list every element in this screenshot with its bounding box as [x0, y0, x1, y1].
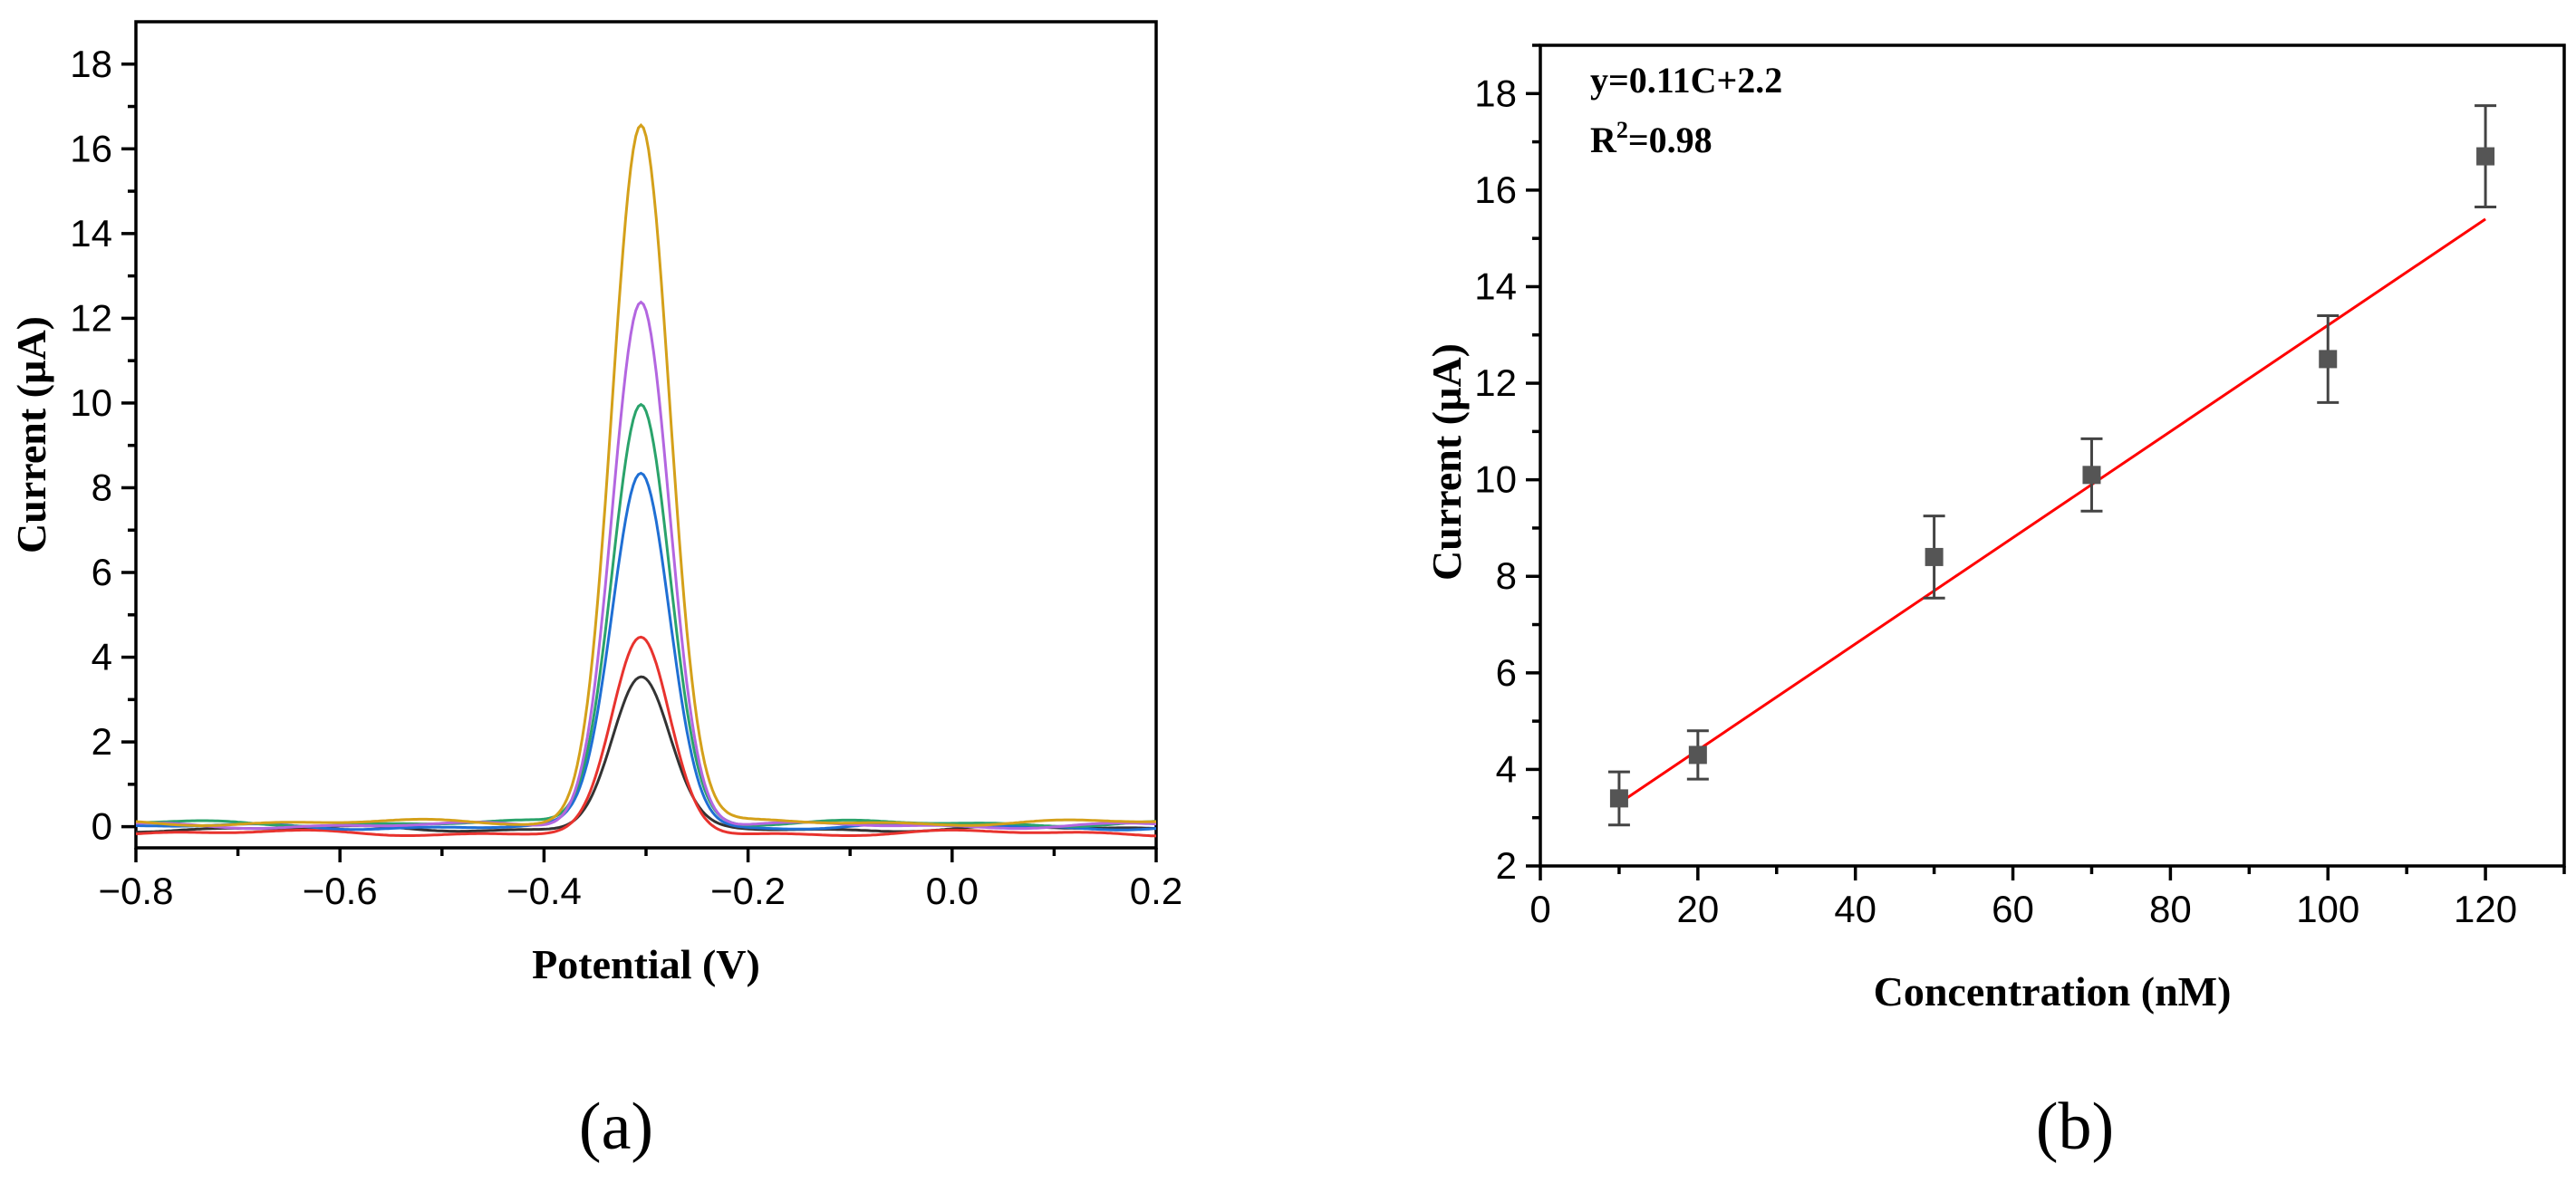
panel-b-x-tick-label: 40 [1834, 888, 1877, 930]
panel-b-y-axis-label: Current (µA) [1423, 343, 1470, 581]
panel-b-x-tick-label: 80 [2149, 888, 2192, 930]
panel-a-y-tick-label: 14 [70, 212, 112, 255]
panel-a-y-tick-label: 6 [92, 551, 112, 593]
panel-b-y-tick-label: 6 [1496, 651, 1517, 694]
panel-a-series-line [135, 122, 1156, 827]
panel-a-curves [135, 122, 1157, 838]
panel-b-x-tick-label: 120 [2454, 888, 2517, 930]
panel-a-x-tick-label: 0.2 [1130, 870, 1182, 912]
panel-b-x-axis-label: Concentration (nM) [1874, 968, 2232, 1015]
panel-b-x-tick-label: 60 [1992, 888, 2034, 930]
r-squared: R2=0.98 [1590, 117, 1713, 160]
panel-a-y-tick-label: 12 [70, 296, 112, 339]
panel-b-x-tick-label: 0 [1529, 888, 1550, 930]
panel-a-y-tick-label: 18 [70, 43, 112, 85]
panel-a-x-tick-label: −0.6 [303, 870, 378, 912]
panel-b-y-tick-label: 10 [1474, 458, 1517, 501]
panel-a-series-line [136, 402, 1157, 828]
panel-b-y-tick-label: 8 [1496, 554, 1517, 597]
panel-b-y-tick-label: 4 [1496, 747, 1517, 790]
panel-b-data-point [1688, 745, 1707, 765]
panel-a-x-axis-label: Potential (V) [532, 941, 760, 987]
panel-a-y-tick-label: 4 [92, 636, 112, 678]
panel-a-ticks: −0.8 −0.6 −0.4 −0.2 0.0 0.2 0 2 4 6 8 10 12 14 16 18 [70, 43, 1182, 912]
panel-a-x-tick-label: −0.8 [99, 870, 174, 912]
r-squared-value: =0.98 [1628, 120, 1713, 160]
panel-b-ticks: 0 20 40 60 80 100 120 2 4 6 8 10 12 14 16 18 [1474, 43, 2566, 930]
panel-b-data-point [2476, 147, 2495, 166]
r-squared-prefix: R [1590, 120, 1617, 160]
panel-a-series-line [135, 300, 1157, 831]
panel-b-y-tick-label: 18 [1474, 72, 1517, 114]
panel-b-y-tick-label: 14 [1474, 264, 1517, 307]
panel-a-y-axis-label: Current (µA) [8, 316, 54, 553]
panel-a-x-tick-label: −0.2 [710, 870, 786, 912]
panel-b-points [1607, 104, 2497, 827]
panel-b-plot-frame [1539, 43, 2566, 868]
panel-a-chart: −0.8 −0.6 −0.4 −0.2 0.0 0.2 0 2 4 6 8 10 12 14 16 18 Po… [8, 20, 1182, 1164]
panel-a-plot-frame [134, 20, 1158, 850]
panel-a-x-tick-label: 0.0 [926, 870, 979, 912]
panel-a-y-tick-label: 0 [92, 805, 112, 848]
panel-a-caption: (a) [579, 1090, 653, 1164]
panel-a-x-tick-label: −0.4 [507, 870, 582, 912]
panel-b-data-point [2319, 350, 2338, 369]
r-squared-sup: 2 [1616, 117, 1628, 143]
panel-a-y-tick-label: 2 [92, 720, 112, 763]
panel-b-x-tick-label: 100 [2296, 888, 2359, 930]
panel-a-y-tick-label: 10 [70, 381, 112, 424]
panel-b-x-tick-label: 20 [1676, 888, 1719, 930]
panel-a-y-tick-label: 16 [70, 127, 112, 169]
panel-b-y-tick-label: 16 [1474, 168, 1517, 211]
panel-a-y-tick-label: 8 [92, 466, 112, 508]
panel-a-series-line [136, 675, 1157, 834]
panel-b-fit-line-group [1618, 217, 2486, 804]
panel-b-data-point [1925, 547, 1944, 566]
panel-b-y-tick-label: 12 [1474, 361, 1517, 404]
panel-b-data-point [2082, 466, 2101, 485]
panel-b-chart: 0 20 40 60 80 100 120 2 4 6 8 10 12 14 16 18 y=0.11C+2.… [1423, 43, 2566, 1164]
panel-a-series-line [136, 471, 1157, 832]
fit-equation: y=0.11C+2.2 [1590, 60, 1782, 101]
panel-b-data-point [1609, 789, 1628, 808]
panel-b-caption: (b) [2036, 1090, 2114, 1164]
panel-b-y-tick-label: 2 [1496, 844, 1517, 887]
panel-b-fit-line [1618, 217, 2486, 804]
panel-a-series-line [135, 635, 1157, 838]
